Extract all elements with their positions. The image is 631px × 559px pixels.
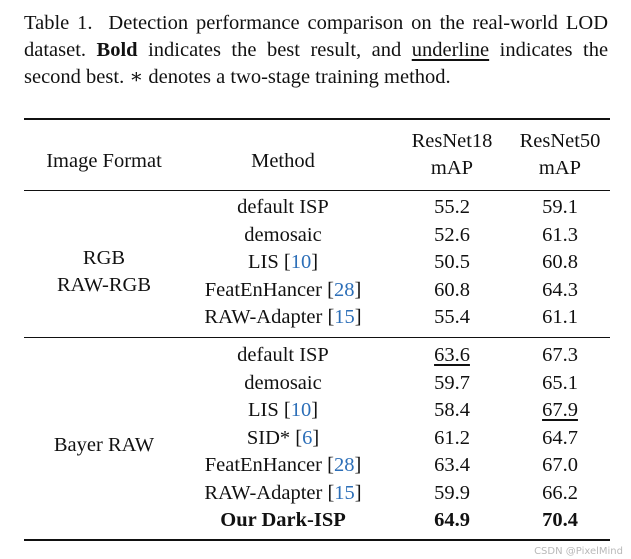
method-cell: default ISP <box>237 194 329 221</box>
method-name: default ISP <box>237 196 329 218</box>
method-name: FeatEnHancer <box>204 454 322 476</box>
method-name: SID* <box>246 427 291 449</box>
resnet50-map-value: 66.2 <box>542 482 578 504</box>
table-caption: Table 1. Detection performance compariso… <box>24 10 608 91</box>
citation-link[interactable]: 28 <box>333 454 355 476</box>
caption-text-1: Detection performance comparison on the … <box>24 12 608 61</box>
method-cell: FeatEnHancer [28] <box>204 454 362 476</box>
method-cell: LIS [10] <box>247 399 319 421</box>
method-name: FeatEnHancer <box>204 279 322 301</box>
header-resnet18: ResNet18 <box>411 130 493 152</box>
bottom-rule <box>24 539 610 541</box>
resnet18-map-value: 52.6 <box>434 224 470 246</box>
resnet50-map-value: 61.3 <box>542 224 578 246</box>
method-name: LIS <box>247 399 279 421</box>
header-resnet50-metric: mAP <box>538 157 582 179</box>
method-cell: RAW-Adapter [15] <box>204 306 362 328</box>
resnet18-map-value: 59.9 <box>434 482 470 504</box>
citation-link[interactable]: 6 <box>302 427 313 449</box>
citation-link[interactable]: 15 <box>334 306 355 328</box>
resnet18-map-value: 64.9 <box>434 509 470 531</box>
header-rule <box>24 190 610 191</box>
resnet50-map-value: 67.3 <box>542 344 578 366</box>
top-rule <box>24 118 610 120</box>
header-method: Method <box>251 150 315 172</box>
caption-text-3: indicates the second best. ∗ denotes a t… <box>24 39 609 88</box>
method-cell: SID* [6] <box>246 427 320 449</box>
caption-underline-word: underline <box>411 39 490 61</box>
caption-bold-word: Bold <box>96 39 138 61</box>
header-resnet50: ResNet50 <box>519 130 601 152</box>
method-cell: FeatEnHancer [28] <box>204 279 362 301</box>
header-image-format: Image Format <box>46 150 162 172</box>
resnet50-map-value: 60.8 <box>542 251 578 273</box>
resnet50-map-value: 64.3 <box>542 279 578 301</box>
method-name: default ISP <box>237 344 329 366</box>
resnet50-map-value: 67.9 <box>542 399 578 421</box>
group-1-format-line-1: RGB <box>82 247 126 269</box>
resnet18-map-value: 58.4 <box>434 399 470 421</box>
caption-label: Table 1. <box>24 12 93 34</box>
resnet50-map-value: 64.7 <box>542 427 578 449</box>
resnet50-map-value: 67.0 <box>542 454 578 476</box>
watermark: CSDN @PixelMind <box>534 546 623 557</box>
method-name: RAW-Adapter <box>204 482 323 504</box>
method-name: demosaic <box>244 224 322 246</box>
header-resnet18-metric: mAP <box>430 157 474 179</box>
resnet50-map-value: 61.1 <box>542 306 578 328</box>
citation-link[interactable]: 28 <box>333 279 355 301</box>
method-cell: LIS [10] <box>247 251 319 273</box>
resnet50-map-value: 59.1 <box>542 196 578 218</box>
group-1-format-line-2: RAW-RGB <box>56 274 152 296</box>
method-cell: Our Dark-ISP <box>220 507 345 534</box>
group-2-format-line-1: Bayer RAW <box>53 434 155 456</box>
resnet18-map-value: 63.6 <box>434 344 470 366</box>
caption-text-2: indicates the best result, and <box>148 39 402 61</box>
resnet18-map-value: 55.4 <box>434 306 470 328</box>
method-cell: demosaic <box>244 222 321 249</box>
group-divider-rule <box>24 337 610 338</box>
citation-link[interactable]: 10 <box>290 251 312 273</box>
method-name: demosaic <box>244 372 322 394</box>
method-cell: demosaic <box>244 370 321 397</box>
method-name: LIS <box>247 251 279 273</box>
method-cell: default ISP <box>237 342 329 369</box>
citation-link[interactable]: 10 <box>290 399 312 421</box>
resnet18-map-value: 55.2 <box>434 196 470 218</box>
resnet18-map-value: 61.2 <box>434 427 470 449</box>
method-cell: RAW-Adapter [15] <box>204 482 362 504</box>
method-name: Our Dark-ISP <box>220 509 346 531</box>
citation-link[interactable]: 15 <box>334 482 355 504</box>
resnet18-map-value: 60.8 <box>434 279 470 301</box>
resnet50-map-value: 65.1 <box>542 372 578 394</box>
resnet18-map-value: 59.7 <box>434 372 470 394</box>
resnet18-map-value: 63.4 <box>434 454 470 476</box>
resnet50-map-value: 70.4 <box>542 509 578 531</box>
resnet18-map-value: 50.5 <box>434 251 470 273</box>
method-name: RAW-Adapter <box>204 306 323 328</box>
